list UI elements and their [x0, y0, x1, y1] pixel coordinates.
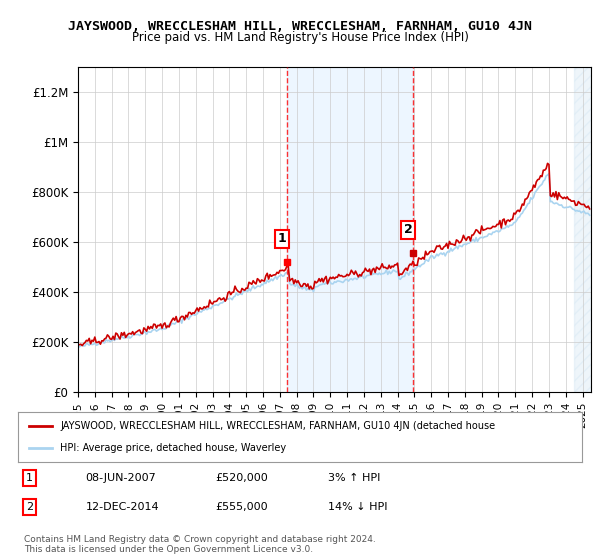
Text: 1: 1	[278, 232, 287, 245]
Text: HPI: Average price, detached house, Waverley: HPI: Average price, detached house, Wave…	[60, 443, 286, 453]
Bar	[287, 67, 413, 392]
Text: Price paid vs. HM Land Registry's House Price Index (HPI): Price paid vs. HM Land Registry's House …	[131, 31, 469, 44]
Text: 1: 1	[26, 473, 33, 483]
Text: £520,000: £520,000	[215, 473, 268, 483]
Text: JAYSWOOD, WRECCLESHAM HILL, WRECCLESHAM, FARNHAM, GU10 4JN (detached house: JAYSWOOD, WRECCLESHAM HILL, WRECCLESHAM,…	[60, 421, 496, 431]
Text: 08-JUN-2007: 08-JUN-2007	[86, 473, 157, 483]
Text: Contains HM Land Registry data © Crown copyright and database right 2024.
This d: Contains HM Land Registry data © Crown c…	[24, 535, 376, 554]
Text: JAYSWOOD, WRECCLESHAM HILL, WRECCLESHAM, FARNHAM, GU10 4JN: JAYSWOOD, WRECCLESHAM HILL, WRECCLESHAM,…	[68, 20, 532, 32]
Text: 14% ↓ HPI: 14% ↓ HPI	[328, 502, 388, 512]
Text: 12-DEC-2014: 12-DEC-2014	[86, 502, 160, 512]
Text: 2: 2	[26, 502, 33, 512]
Text: 3% ↑ HPI: 3% ↑ HPI	[328, 473, 380, 483]
Text: £555,000: £555,000	[215, 502, 268, 512]
Bar	[574, 67, 591, 392]
Text: 2: 2	[404, 223, 413, 236]
